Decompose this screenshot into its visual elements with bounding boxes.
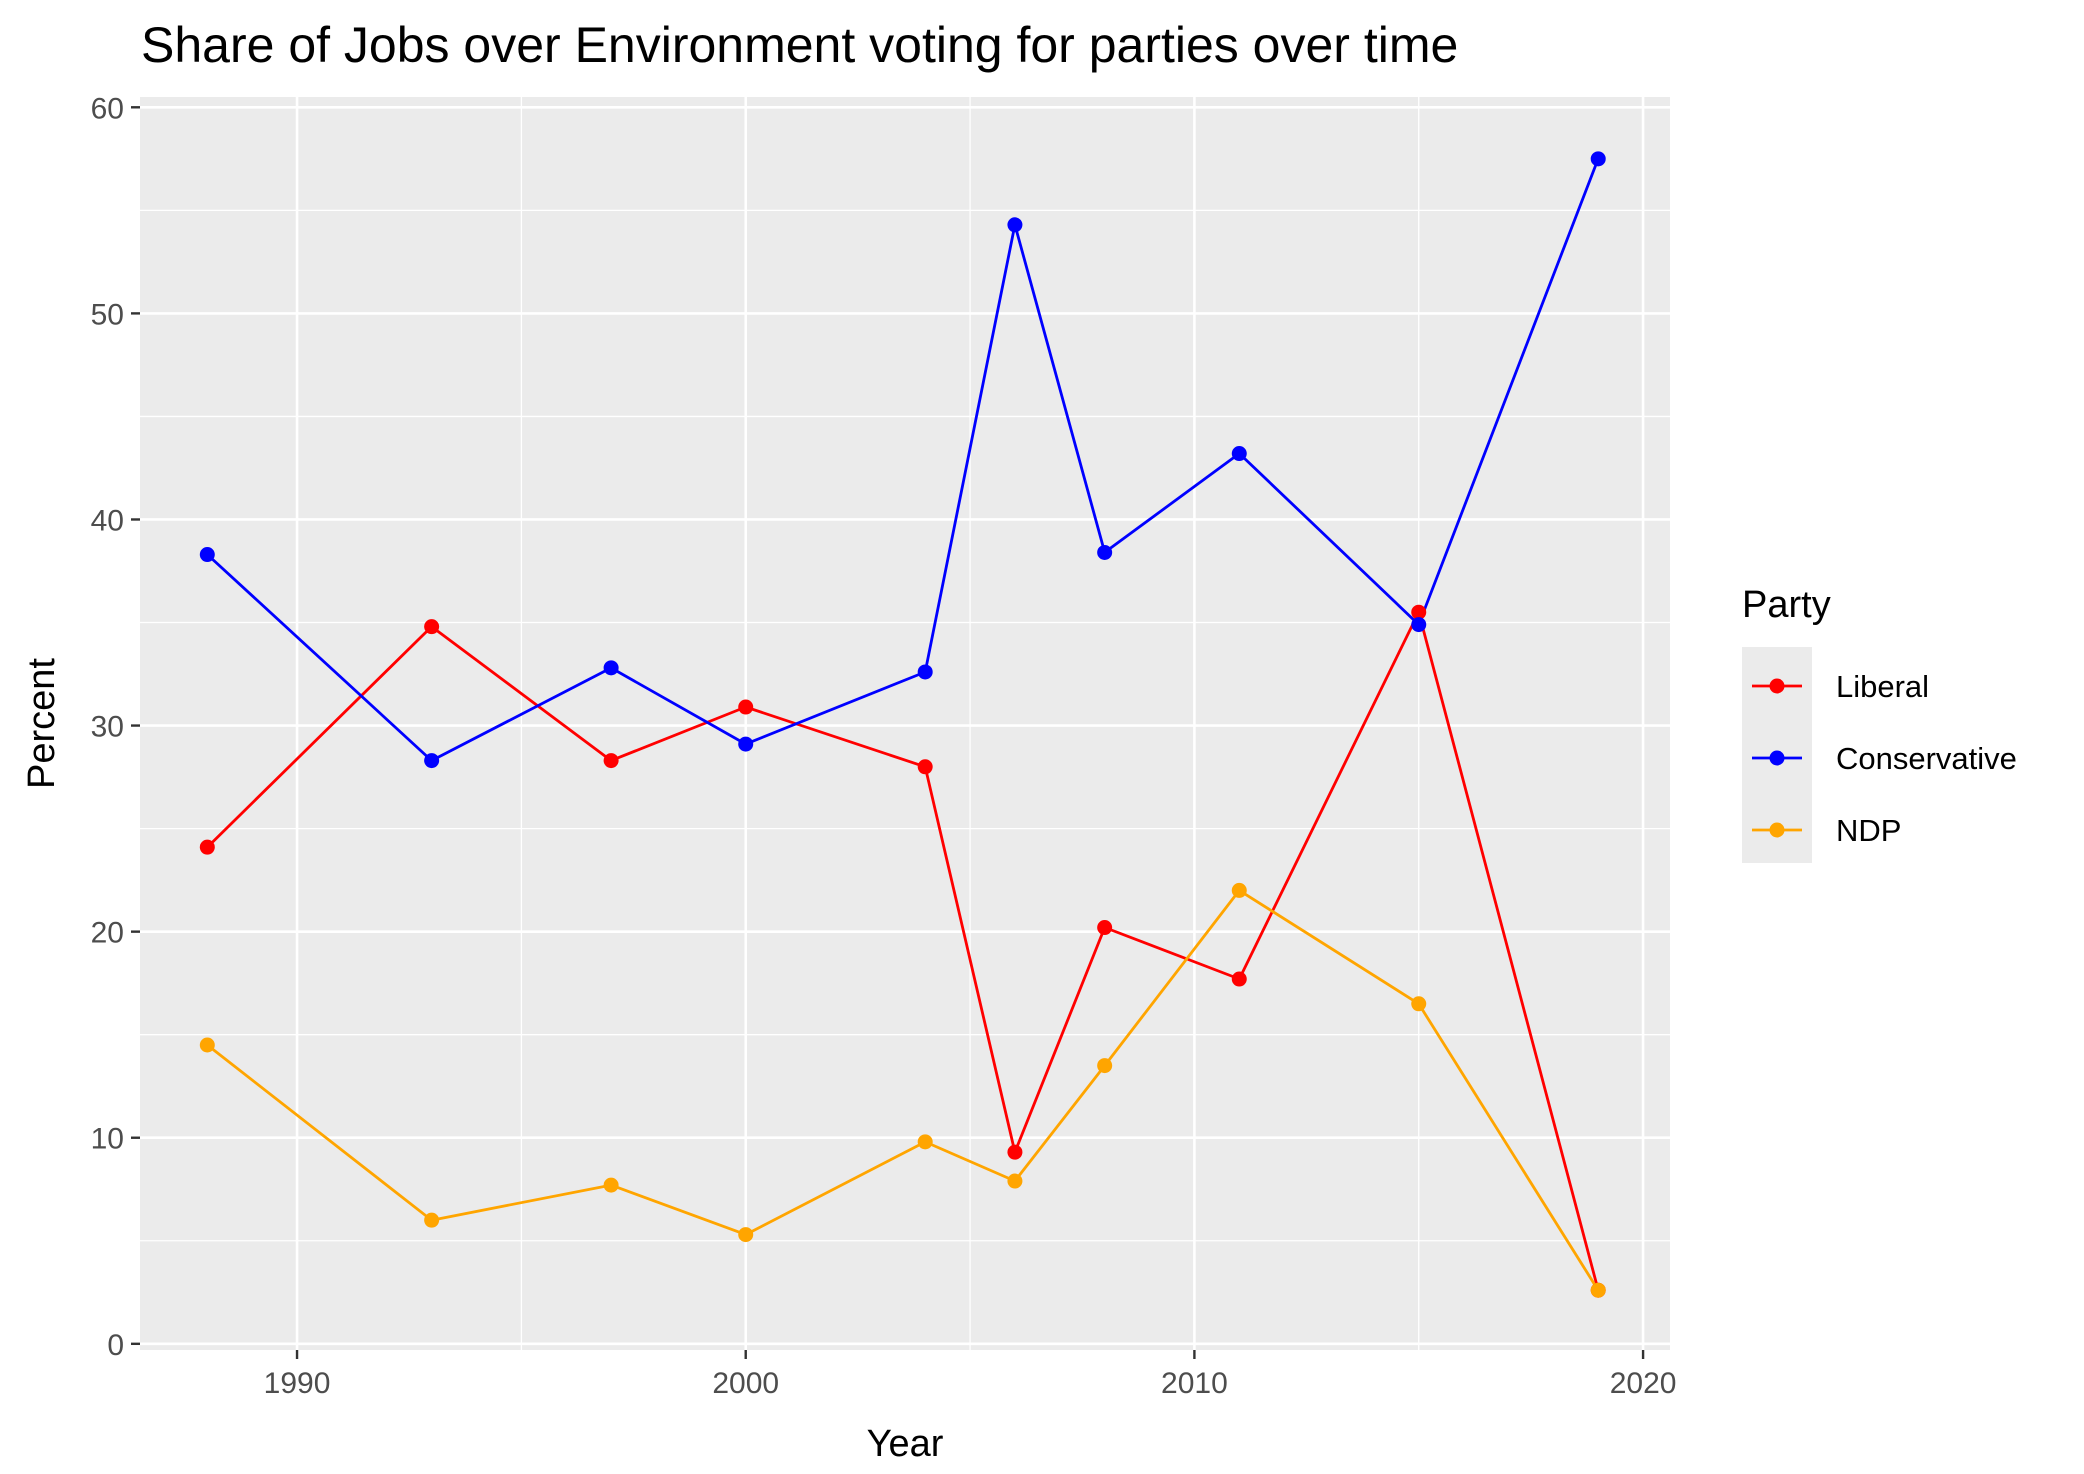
data-point-liberal: [1007, 1144, 1023, 1160]
series-layer: [199, 151, 1606, 1298]
plot-panel: [140, 97, 1670, 1350]
y-tick-label: 60: [91, 92, 124, 125]
major-gridlines: [140, 97, 1670, 1350]
legend-items: Liberal Conservative NDP: [1752, 669, 2017, 848]
y-tick-label: 0: [107, 1329, 124, 1362]
data-point-ndp: [1097, 1058, 1113, 1074]
legend-label-conservative: Conservative: [1836, 741, 2017, 776]
data-point-conservative: [603, 660, 619, 676]
data-point-conservative: [738, 736, 754, 752]
axes: 1990 2000 2010 2020 0 10 20 30 40 50 60: [91, 92, 1677, 1400]
data-point-ndp: [1231, 882, 1247, 898]
data-point-conservative: [1411, 617, 1427, 633]
data-point-ndp: [1007, 1173, 1023, 1189]
data-point-conservative: [424, 753, 440, 769]
y-axis-title: Percent: [21, 658, 63, 789]
minor-gridlines: [140, 97, 1670, 1350]
legend: Party Liberal Conservative NDP: [1742, 584, 2017, 863]
x-tick-label: 2000: [712, 1367, 779, 1400]
data-point-conservative: [1007, 217, 1023, 233]
data-point-conservative: [1231, 446, 1247, 462]
data-point-conservative: [199, 547, 215, 563]
x-tick-label: 2010: [1161, 1367, 1228, 1400]
data-point-liberal: [738, 699, 754, 715]
data-point-ndp: [917, 1134, 933, 1150]
data-point-liberal: [603, 753, 619, 769]
series-line-conservative: [206, 158, 1600, 762]
data-point-liberal: [199, 839, 215, 855]
data-point-liberal: [917, 759, 933, 775]
data-point-liberal: [1411, 604, 1427, 620]
series-line-ndp: [206, 889, 1600, 1291]
series-line-liberal: [206, 610, 1600, 1291]
legend-label-ndp: NDP: [1836, 813, 1901, 848]
data-point-ndp: [1411, 996, 1427, 1012]
data-point-conservative: [1097, 544, 1113, 560]
legend-point-conservative: [1769, 750, 1785, 766]
y-tick-label: 30: [91, 711, 124, 744]
data-point-liberal: [424, 619, 440, 635]
x-tick-label: 2020: [1610, 1367, 1677, 1400]
data-point-conservative: [1590, 151, 1606, 167]
y-tick-label: 20: [91, 917, 124, 950]
data-point-ndp: [603, 1177, 619, 1193]
y-tick-label: 50: [91, 298, 124, 331]
x-tick-label: 1990: [264, 1367, 331, 1400]
x-axis-title: Year: [867, 1423, 944, 1465]
legend-title: Party: [1742, 584, 1831, 626]
data-point-ndp: [199, 1037, 215, 1053]
y-tick-label: 40: [91, 504, 124, 537]
legend-point-liberal: [1769, 678, 1785, 694]
data-point-ndp: [738, 1227, 754, 1243]
legend-point-ndp: [1769, 822, 1785, 838]
data-point-liberal: [1097, 920, 1113, 936]
data-point-conservative: [917, 664, 933, 680]
data-point-ndp: [1590, 1282, 1606, 1298]
data-point-ndp: [424, 1212, 440, 1228]
chart-title: Share of Jobs over Environment voting fo…: [141, 17, 1458, 73]
y-tick-label: 10: [91, 1123, 124, 1156]
legend-label-liberal: Liberal: [1836, 669, 1929, 704]
data-point-liberal: [1231, 971, 1247, 987]
